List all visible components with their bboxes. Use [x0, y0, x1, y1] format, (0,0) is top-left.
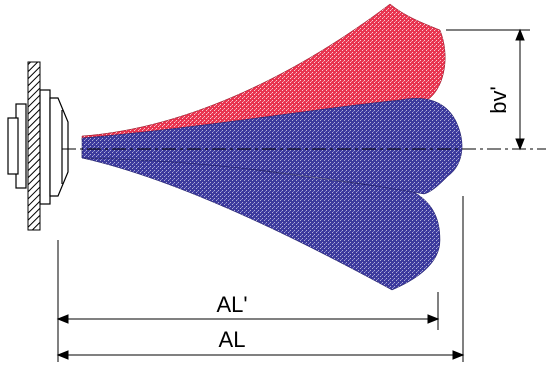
wall-hatch [27, 61, 41, 231]
vertical-dim-arrow-bottom [515, 138, 525, 151]
throw-reduced-arrow-left [56, 314, 69, 324]
diffuser-body [39, 89, 51, 205]
vertical-dim-arrow-top [515, 28, 525, 41]
cold-air-jet-lower [81, 149, 441, 291]
throw-total-arrow-right [452, 350, 465, 360]
horizontal-dimensions [56, 196, 465, 362]
throw-reduced-arrow-right [427, 314, 440, 324]
vertical-dim-label: bv' [486, 86, 511, 113]
throw-total-arrow-left [56, 350, 69, 360]
vertical-dimension [446, 28, 530, 151]
air-diffuser [7, 89, 69, 205]
diffuser-plate [7, 117, 19, 175]
throw-reduced-label: AL' [216, 292, 247, 317]
diffuser-nozzle [49, 97, 69, 197]
wall [27, 61, 41, 231]
cold-air-jet-main [81, 98, 463, 195]
throw-total-label: AL [219, 327, 246, 352]
